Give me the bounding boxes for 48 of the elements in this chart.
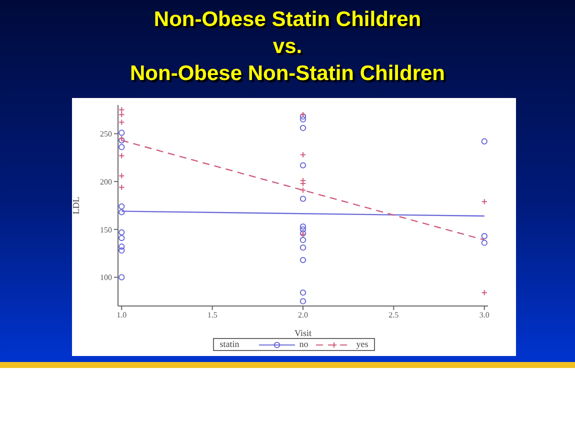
legend-title: statin bbox=[220, 339, 240, 350]
point bbox=[300, 116, 306, 122]
point bbox=[118, 184, 125, 190]
point bbox=[481, 198, 488, 205]
x-tick-label: 1.0 bbox=[116, 310, 127, 320]
point bbox=[300, 290, 306, 296]
point bbox=[118, 130, 125, 136]
point bbox=[118, 106, 125, 113]
chart-title: Non-Obese Statin Children vs. Non-Obese Non-Statin Children bbox=[129, 7, 446, 87]
point bbox=[118, 111, 125, 118]
y-tick-label: 100 bbox=[100, 273, 112, 282]
point bbox=[300, 196, 306, 202]
point bbox=[300, 187, 306, 194]
x-tick-label: 2.0 bbox=[298, 310, 308, 320]
x-tick-label: 3.0 bbox=[479, 310, 490, 320]
point bbox=[118, 229, 125, 236]
point bbox=[118, 247, 125, 254]
legend-label: yes bbox=[356, 339, 368, 350]
point bbox=[300, 256, 306, 264]
x-tick-label: 2.5 bbox=[388, 310, 399, 320]
point bbox=[481, 290, 488, 296]
x-axis-title: Visit bbox=[294, 328, 312, 338]
point bbox=[118, 274, 125, 280]
point bbox=[481, 138, 488, 144]
point bbox=[118, 234, 125, 242]
point bbox=[300, 124, 306, 132]
point bbox=[481, 233, 488, 240]
point bbox=[118, 144, 125, 150]
y-axis-title: LDL bbox=[71, 196, 82, 214]
point bbox=[300, 244, 306, 251]
point bbox=[118, 244, 125, 250]
point bbox=[118, 209, 125, 216]
y-tick-label: 200 bbox=[100, 177, 112, 186]
point bbox=[300, 152, 306, 158]
point bbox=[300, 226, 306, 233]
point bbox=[481, 240, 488, 246]
y-tick-label: 250 bbox=[100, 130, 112, 139]
x-tick-label: 1.5 bbox=[207, 310, 218, 320]
point bbox=[300, 162, 306, 168]
point bbox=[118, 152, 125, 159]
legend-label: no bbox=[299, 339, 308, 350]
point bbox=[300, 236, 306, 244]
point bbox=[300, 223, 306, 230]
point bbox=[118, 172, 125, 179]
point bbox=[300, 298, 306, 304]
y-tick-label: 150 bbox=[100, 225, 112, 234]
point bbox=[118, 119, 125, 126]
point bbox=[118, 203, 125, 210]
